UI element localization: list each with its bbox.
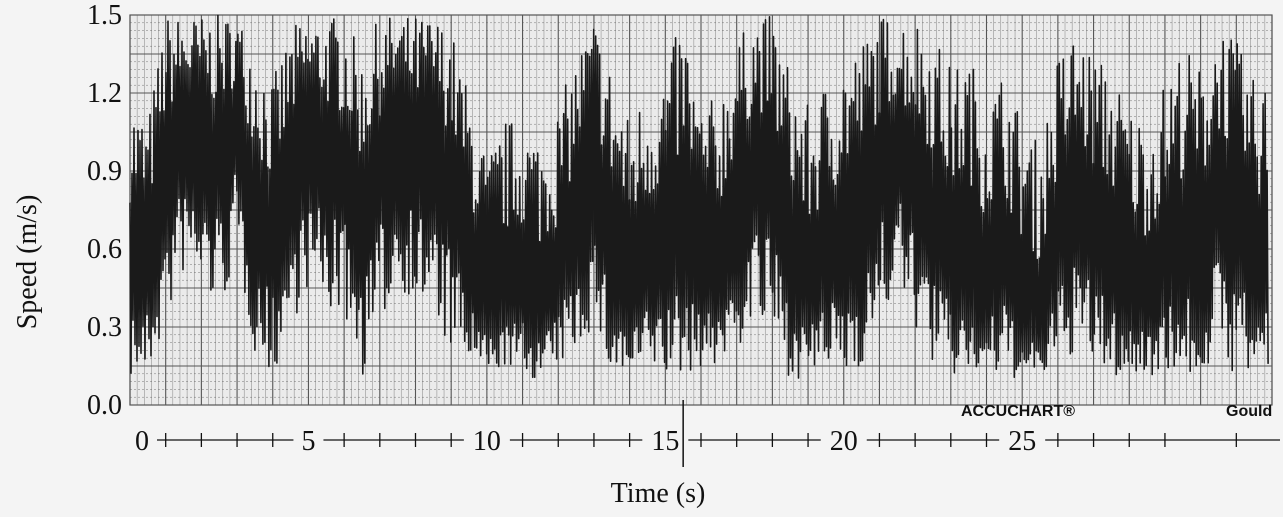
speed-series-line xyxy=(129,14,1269,379)
y-tick-label: 0.3 xyxy=(87,312,122,343)
y-tick-label: 0.9 xyxy=(87,156,122,187)
y-tick-label: 0.0 xyxy=(87,390,122,421)
y-axis-tick-labels: 0.0 0.3 0.6 0.9 1.2 1.5 xyxy=(87,0,122,421)
x-tick-label: 0 xyxy=(135,426,149,457)
x-tick-label: 20 xyxy=(830,426,858,457)
chart-brand-label-2: Gould xyxy=(1226,403,1272,420)
x-tick-label: 15 xyxy=(651,426,679,457)
speed-trace xyxy=(129,14,1269,379)
x-tick-label: 25 xyxy=(1008,426,1036,457)
x-tick-label: 5 xyxy=(301,426,315,457)
y-tick-label: 0.6 xyxy=(87,234,122,265)
x-axis-title: Time (s) xyxy=(611,478,706,509)
y-tick-label: 1.2 xyxy=(87,78,122,109)
x-axis: 0 5 10 15 20 25 xyxy=(135,400,1280,467)
y-axis-title: Speed (m/s) xyxy=(12,195,43,330)
y-tick-label: 1.5 xyxy=(87,0,122,31)
chart-brand-label: ACCUCHART® xyxy=(961,403,1075,420)
x-tick-label: 10 xyxy=(473,426,501,457)
